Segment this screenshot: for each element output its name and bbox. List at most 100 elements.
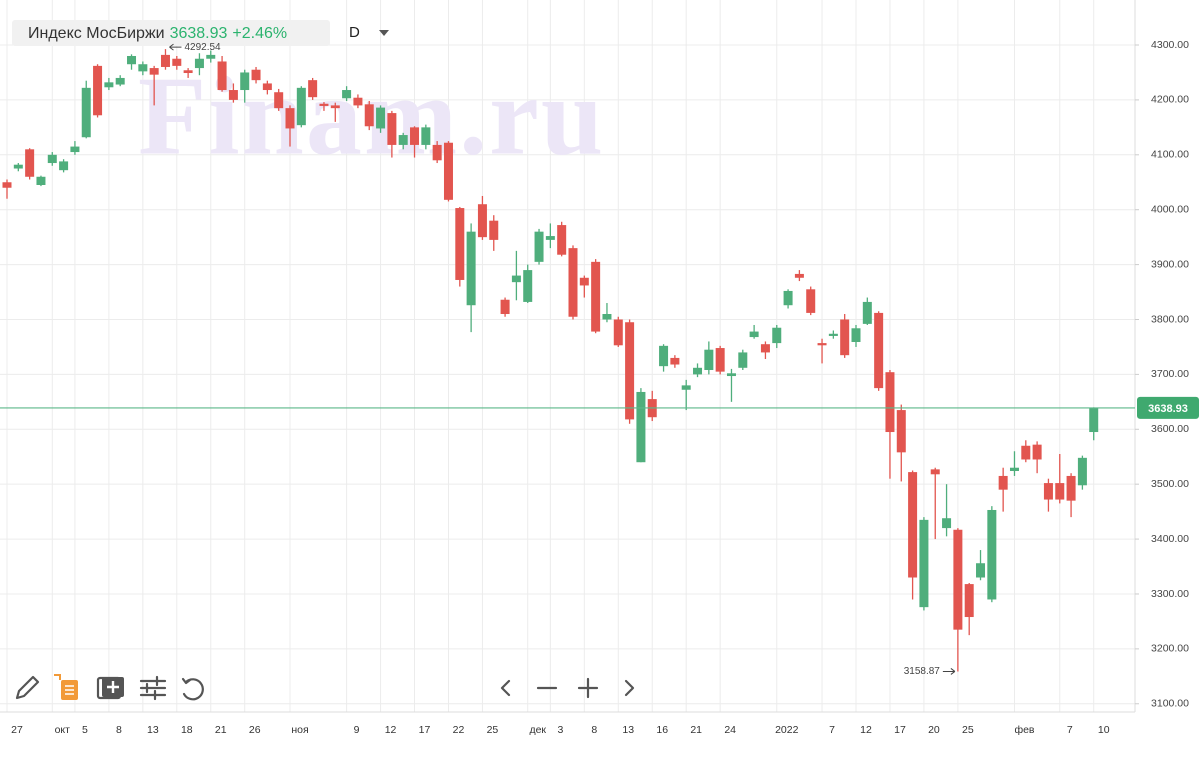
x-tick-label: 12 (385, 724, 397, 736)
candle-body (364, 104, 374, 127)
candle-body (998, 475, 1008, 490)
candle-body (342, 90, 352, 99)
candle-body (172, 58, 182, 66)
candle-body (455, 208, 465, 280)
y-tick-label: 4200.00 (1151, 94, 1189, 106)
candle-body (2, 182, 12, 188)
x-tick-label: 16 (656, 724, 668, 736)
interval-caret[interactable] (379, 30, 389, 36)
x-tick-label: 24 (724, 724, 736, 736)
candle-body (704, 349, 714, 370)
candle-body (421, 127, 431, 145)
candle-body (602, 314, 612, 320)
last-price-badge (1137, 396, 1199, 419)
x-tick-label: 2022 (775, 724, 799, 736)
candle-body (1043, 483, 1053, 500)
candle-body (36, 176, 46, 185)
candle-body (840, 319, 850, 356)
candle-body (285, 108, 295, 129)
x-tick-label: 20 (928, 724, 940, 736)
candle-body (534, 231, 544, 262)
x-tick-label: 21 (690, 724, 702, 736)
candle-body (1055, 483, 1065, 500)
x-tick-label: 22 (453, 724, 465, 736)
x-tick-label: 12 (860, 724, 872, 736)
candle-body (976, 563, 986, 578)
candle-body (251, 69, 261, 81)
y-tick-label: 4100.00 (1151, 149, 1189, 161)
x-tick-label: окт (55, 724, 71, 736)
list-icon[interactable] (54, 674, 78, 700)
y-tick-label: 3800.00 (1151, 313, 1189, 325)
x-tick-label: 9 (354, 724, 360, 736)
pencil-icon[interactable] (15, 675, 40, 700)
candle-body (874, 312, 884, 389)
candle-body (953, 529, 963, 630)
candle-body (568, 248, 578, 317)
candle-body (817, 343, 827, 346)
x-tick-label: 27 (11, 724, 23, 736)
x-tick-label: 13 (622, 724, 634, 736)
candle-body (274, 92, 284, 109)
candle-body (681, 385, 691, 390)
y-tick-label: 3200.00 (1151, 643, 1189, 655)
toolbar (15, 674, 204, 701)
y-tick-label: 3600.00 (1151, 423, 1189, 435)
min-annotation: 3158.87 (904, 666, 941, 677)
candle-body (783, 290, 793, 306)
candle-body (794, 273, 804, 278)
candle-body (1021, 445, 1031, 460)
candle-body (760, 344, 770, 353)
candle-body (104, 82, 114, 88)
nav-right[interactable] (624, 679, 635, 697)
candle-body (896, 410, 906, 453)
candle-body (240, 72, 250, 91)
candle-body (443, 142, 453, 200)
candle-body (477, 204, 487, 238)
candle-body (308, 80, 318, 98)
x-tick-label: 7 (829, 724, 835, 736)
x-tick-label: 17 (894, 724, 906, 736)
candle-body (591, 261, 601, 332)
candle-body (908, 472, 918, 578)
candle-body (466, 231, 476, 306)
candle-body (13, 164, 23, 169)
candle-body (353, 97, 363, 106)
max-arrow (169, 43, 182, 51)
x-tick-label: дек (529, 724, 546, 736)
candle-body (715, 348, 725, 372)
interval[interactable]: D (349, 24, 360, 41)
candle-body (1089, 407, 1099, 433)
candle-body (1009, 467, 1019, 472)
undo-icon[interactable] (181, 677, 204, 701)
x-tick-label: 7 (1067, 724, 1073, 736)
x-tick-label: 17 (419, 724, 431, 736)
candle-body (59, 161, 69, 171)
candle-body (500, 299, 510, 315)
candle-body (398, 135, 408, 145)
candle-body (70, 146, 80, 153)
nav-left[interactable] (500, 679, 511, 697)
y-tick-label: 4300.00 (1151, 39, 1189, 51)
y-tick-label: 3500.00 (1151, 478, 1189, 490)
candle-body (149, 68, 159, 75)
x-tick-label: 8 (116, 724, 122, 736)
candle-body (127, 55, 137, 65)
add-icon[interactable] (96, 676, 124, 700)
candle-body (862, 301, 872, 324)
candle-body (183, 70, 193, 74)
candle-body (93, 65, 103, 116)
x-tick-label: 3 (557, 724, 563, 736)
x-tick-label: 10 (1098, 724, 1110, 736)
candle-body (25, 149, 35, 177)
candle-body (523, 270, 533, 302)
x-tick-label: 5 (82, 724, 88, 736)
zoom-in[interactable] (577, 677, 599, 699)
settings-icon[interactable] (139, 675, 167, 701)
candle-body (749, 331, 759, 338)
candle-body (693, 367, 703, 375)
candle-body (228, 90, 238, 100)
candle-body (919, 519, 929, 608)
candle-body (987, 509, 997, 600)
x-tick-label: 18 (181, 724, 193, 736)
